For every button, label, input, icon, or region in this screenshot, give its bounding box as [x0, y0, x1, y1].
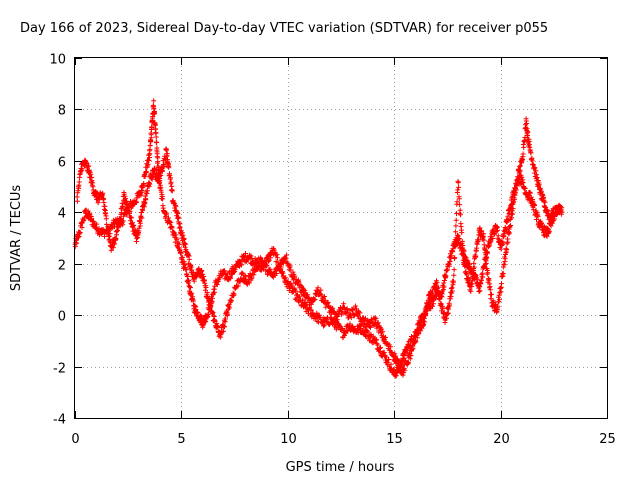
- y-tick-label: 8: [58, 104, 66, 119]
- x-axis-label: GPS time / hours: [286, 460, 395, 475]
- y-tick-label: 6: [58, 156, 66, 171]
- x-tick-label: 0: [71, 432, 79, 447]
- y-tick-label: 4: [58, 207, 66, 222]
- x-tick-label: 25: [599, 432, 616, 447]
- data-track: [74, 146, 563, 378]
- axis-ticks: 0 5 10 15 20 25 -4 -2 0 2 4 6 8 10: [49, 53, 615, 448]
- y-tick-label: 2: [58, 259, 66, 274]
- y-tick-label: -4: [53, 413, 66, 428]
- x-tick-label: 10: [280, 432, 297, 447]
- y-axis-label: SDTVAR / TECUs: [9, 185, 24, 292]
- data-points: [72, 98, 565, 379]
- x-tick-label: 15: [386, 432, 403, 447]
- y-tick-label: 0: [58, 310, 66, 325]
- y-tick-label: -2: [53, 362, 66, 377]
- y-tick-label: 10: [49, 53, 66, 68]
- plot-frame: [74, 57, 608, 419]
- chart-title: Day 166 of 2023, Sidereal Day-to-day VTE…: [20, 21, 548, 36]
- x-tick-label: 20: [493, 432, 510, 447]
- x-tick-label: 5: [177, 432, 185, 447]
